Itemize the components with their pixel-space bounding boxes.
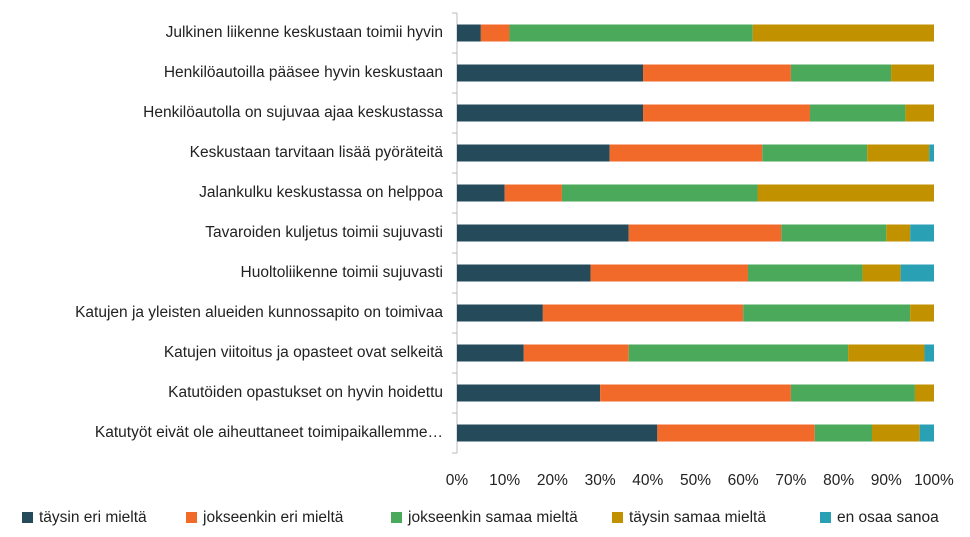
x-tick-label: 30% bbox=[585, 472, 616, 489]
bar-segment bbox=[891, 64, 934, 82]
x-tick-label: 20% bbox=[537, 472, 568, 489]
legend-swatch bbox=[820, 512, 831, 523]
bar-segment bbox=[643, 104, 810, 122]
x-tick-label: 60% bbox=[728, 472, 759, 489]
bar-segment bbox=[743, 304, 911, 322]
bar-segment bbox=[809, 104, 906, 122]
x-tick-label: 70% bbox=[775, 472, 806, 489]
bar-segment bbox=[910, 224, 934, 242]
category-label: Katujen ja yleisten alueiden kunnossapit… bbox=[75, 304, 443, 321]
bar-segment bbox=[643, 64, 791, 82]
bar-segment bbox=[523, 344, 629, 362]
bar-segment bbox=[747, 264, 863, 282]
x-tick-label: 100% bbox=[914, 472, 954, 489]
bar-segment bbox=[480, 24, 510, 42]
legend-label: jokseenkin samaa mieltä bbox=[407, 509, 578, 526]
bar-segment bbox=[457, 384, 601, 402]
bar-segment bbox=[924, 344, 934, 362]
legend-swatch bbox=[391, 512, 402, 523]
category-label: Jalankulku keskustassa on helppoa bbox=[199, 184, 443, 201]
bar-segment bbox=[905, 104, 934, 122]
bar-segment bbox=[757, 184, 934, 202]
bar-segment bbox=[628, 344, 849, 362]
legend-swatch bbox=[612, 512, 623, 523]
bar-segment bbox=[929, 144, 934, 162]
bar-segment bbox=[609, 144, 763, 162]
bar-segment bbox=[457, 424, 658, 442]
bar-segment bbox=[457, 224, 629, 242]
bar-segment bbox=[457, 304, 543, 322]
category-label: Huoltoliikenne toimii sujuvasti bbox=[241, 264, 443, 281]
x-tick-label: 0% bbox=[446, 472, 469, 489]
bar-segment bbox=[590, 264, 748, 282]
bar-segment bbox=[790, 384, 915, 402]
bar-segment bbox=[457, 344, 524, 362]
category-label: Julkinen liikenne keskustaan toimii hyvi… bbox=[166, 24, 443, 41]
bar-segment bbox=[509, 24, 753, 42]
x-tick-label: 90% bbox=[871, 472, 902, 489]
bar-segment bbox=[542, 304, 744, 322]
bar-segment bbox=[900, 264, 934, 282]
legend-swatch bbox=[186, 512, 197, 523]
legend-label: täysin samaa mieltä bbox=[629, 509, 766, 526]
bar-segment bbox=[919, 424, 934, 442]
x-tick-label: 50% bbox=[680, 472, 711, 489]
bar-segment bbox=[862, 264, 901, 282]
bar-segment bbox=[790, 64, 892, 82]
bar-segment bbox=[886, 224, 911, 242]
bar-segment bbox=[910, 304, 934, 322]
category-label: Tavaroiden kuljetus toimii sujuvasti bbox=[205, 224, 443, 241]
category-label: Keskustaan tarvitaan lisää pyöräteitä bbox=[190, 144, 444, 161]
x-tick-label: 40% bbox=[632, 472, 663, 489]
bar-segment bbox=[628, 224, 782, 242]
bar-segment bbox=[457, 144, 610, 162]
bar-segment bbox=[848, 344, 925, 362]
bar-segment bbox=[871, 424, 920, 442]
bar-segment bbox=[561, 184, 758, 202]
bar-segment bbox=[762, 144, 868, 162]
bar-segment bbox=[600, 384, 791, 402]
bar-segment bbox=[914, 384, 934, 402]
legend-label: jokseenkin eri mieltä bbox=[202, 509, 344, 526]
bar-segment bbox=[752, 24, 934, 42]
category-label: Katutöiden opastukset on hyvin hoidettu bbox=[168, 384, 443, 401]
bar-segment bbox=[457, 104, 644, 122]
bar-segment bbox=[867, 144, 930, 162]
category-label: Henkilöautoilla pääsee hyvin keskustaan bbox=[164, 64, 443, 81]
bar-segment bbox=[457, 264, 591, 282]
category-label: Katutyöt eivät ole aiheuttaneet toimipai… bbox=[95, 424, 443, 441]
bar-segment bbox=[657, 424, 815, 442]
bar-segment bbox=[457, 24, 481, 42]
category-label: Katujen viitoitus ja opasteet ovat selke… bbox=[164, 344, 444, 361]
category-label: Henkilöautolla on sujuvaa ajaa keskustas… bbox=[143, 104, 443, 121]
bar-segment bbox=[457, 184, 505, 202]
x-tick-label: 80% bbox=[823, 472, 854, 489]
legend-label: en osaa sanoa bbox=[837, 509, 939, 526]
legend-swatch bbox=[22, 512, 33, 523]
bar-segment bbox=[504, 184, 562, 202]
bar-segment bbox=[814, 424, 872, 442]
bar-segment bbox=[781, 224, 887, 242]
legend-label: täysin eri mieltä bbox=[39, 509, 147, 526]
x-tick-label: 10% bbox=[489, 472, 520, 489]
bar-segment bbox=[457, 64, 644, 82]
